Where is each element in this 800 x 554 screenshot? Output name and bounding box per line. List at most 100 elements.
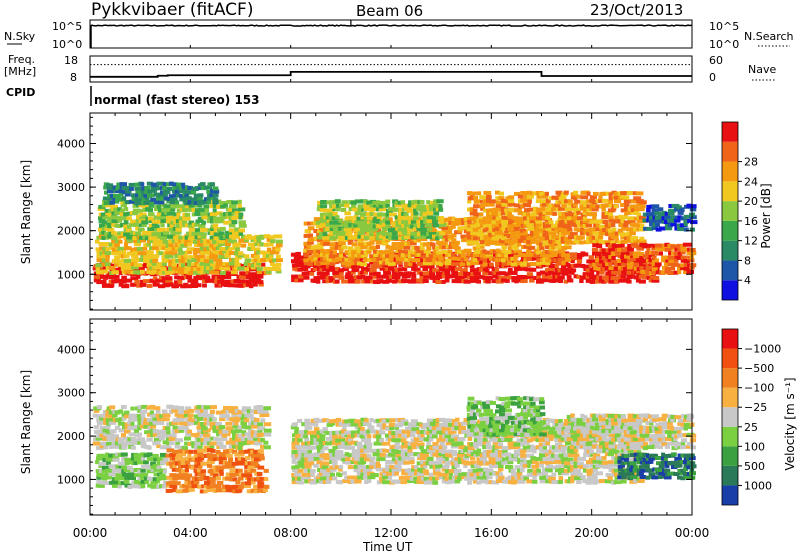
velocity-cell	[232, 421, 237, 426]
power-cell	[604, 266, 611, 271]
station-title: Pykkvibaer (fitACF)	[91, 0, 254, 20]
velocity-cell	[187, 408, 195, 413]
power-cell	[640, 239, 647, 244]
velocity-cell	[215, 476, 221, 481]
velocity-cell	[168, 480, 174, 485]
power-cell	[626, 270, 632, 275]
power-cell	[463, 248, 472, 253]
power-cell	[128, 222, 136, 227]
velocity-cell	[337, 444, 344, 449]
power-cell	[677, 270, 682, 275]
power-cell	[157, 231, 163, 236]
power-cell	[545, 211, 554, 216]
power-cell	[369, 245, 374, 250]
velocity-cell	[156, 465, 162, 470]
power-cell	[517, 216, 523, 221]
power-cell	[357, 208, 364, 213]
velocity-cell	[219, 468, 224, 473]
velocity-cell	[95, 469, 101, 474]
power-cell	[423, 208, 430, 213]
velocity-cell	[263, 406, 271, 411]
velocity-cell	[376, 467, 381, 472]
power-cell	[507, 246, 513, 251]
power-cell	[416, 220, 424, 225]
power-cell	[638, 279, 646, 284]
velocity-cell	[307, 430, 312, 435]
velocity-cell	[165, 488, 173, 493]
power-cell	[632, 223, 641, 228]
power-cell	[495, 216, 503, 221]
power-cell	[486, 191, 492, 195]
velocity-cell	[291, 473, 298, 477]
power-cell	[114, 278, 123, 283]
power-cell	[547, 204, 553, 209]
power-cell	[592, 191, 599, 196]
velocity-cell	[317, 448, 322, 453]
power-cell	[472, 208, 478, 213]
power-cell	[646, 247, 651, 251]
power-cell	[195, 228, 200, 233]
power-cell	[639, 200, 647, 205]
power-cell	[564, 254, 571, 259]
power-cell	[239, 271, 245, 276]
power-cell	[347, 257, 353, 262]
power-cell	[114, 262, 119, 267]
power-cell	[231, 200, 239, 205]
power-cell	[532, 225, 538, 230]
power-cell	[172, 186, 177, 190]
power-cell	[175, 186, 181, 191]
velocity-cell	[367, 475, 376, 480]
power-cell	[663, 262, 669, 267]
power-cell	[480, 244, 485, 249]
power-cell	[533, 206, 538, 211]
power-cell	[256, 261, 262, 266]
velocity-cell	[382, 448, 387, 453]
velocity-cell	[222, 429, 227, 434]
power-cell	[323, 215, 328, 220]
power-cell	[595, 219, 603, 224]
power-cell	[651, 204, 660, 209]
power-cell	[448, 264, 454, 269]
velocity-cell	[263, 432, 272, 437]
power-cell	[168, 243, 174, 248]
power-cell	[335, 270, 342, 275]
power-cell	[172, 216, 180, 221]
velocity-cell	[193, 414, 200, 419]
power-cell	[167, 282, 174, 287]
velocity-cell	[121, 461, 125, 466]
power-cell	[326, 212, 333, 217]
power-cell	[126, 216, 132, 221]
power-cell	[482, 249, 487, 254]
power-cell	[573, 202, 578, 207]
power-cell	[495, 248, 501, 253]
velocity-cell	[225, 440, 233, 445]
power-cell	[180, 243, 188, 248]
power-cell	[620, 215, 628, 220]
power-cell	[209, 231, 217, 235]
power-cell	[435, 280, 442, 284]
power-cell	[332, 250, 337, 255]
power-cell	[230, 270, 238, 275]
velocity-cell	[388, 452, 394, 457]
power-cell	[479, 195, 484, 200]
power-cell	[128, 199, 135, 204]
power-cell	[363, 199, 369, 204]
power-cell	[354, 232, 362, 237]
velocity-cell	[319, 434, 326, 439]
power-cell	[646, 226, 654, 231]
velocity-cell	[225, 476, 233, 481]
power-cell	[620, 274, 626, 279]
power-cell	[645, 265, 654, 270]
power-cell	[547, 270, 555, 275]
power-cell	[627, 218, 636, 223]
power-cell	[385, 224, 391, 229]
power-cell	[363, 203, 370, 208]
power-cell	[642, 254, 649, 259]
power-cell	[632, 259, 637, 264]
power-cell	[485, 275, 493, 280]
velocity-cell	[322, 441, 328, 445]
power-cell	[212, 246, 218, 251]
power-cell	[640, 223, 645, 228]
power-cell	[429, 235, 434, 240]
velocity-cell	[219, 417, 226, 422]
